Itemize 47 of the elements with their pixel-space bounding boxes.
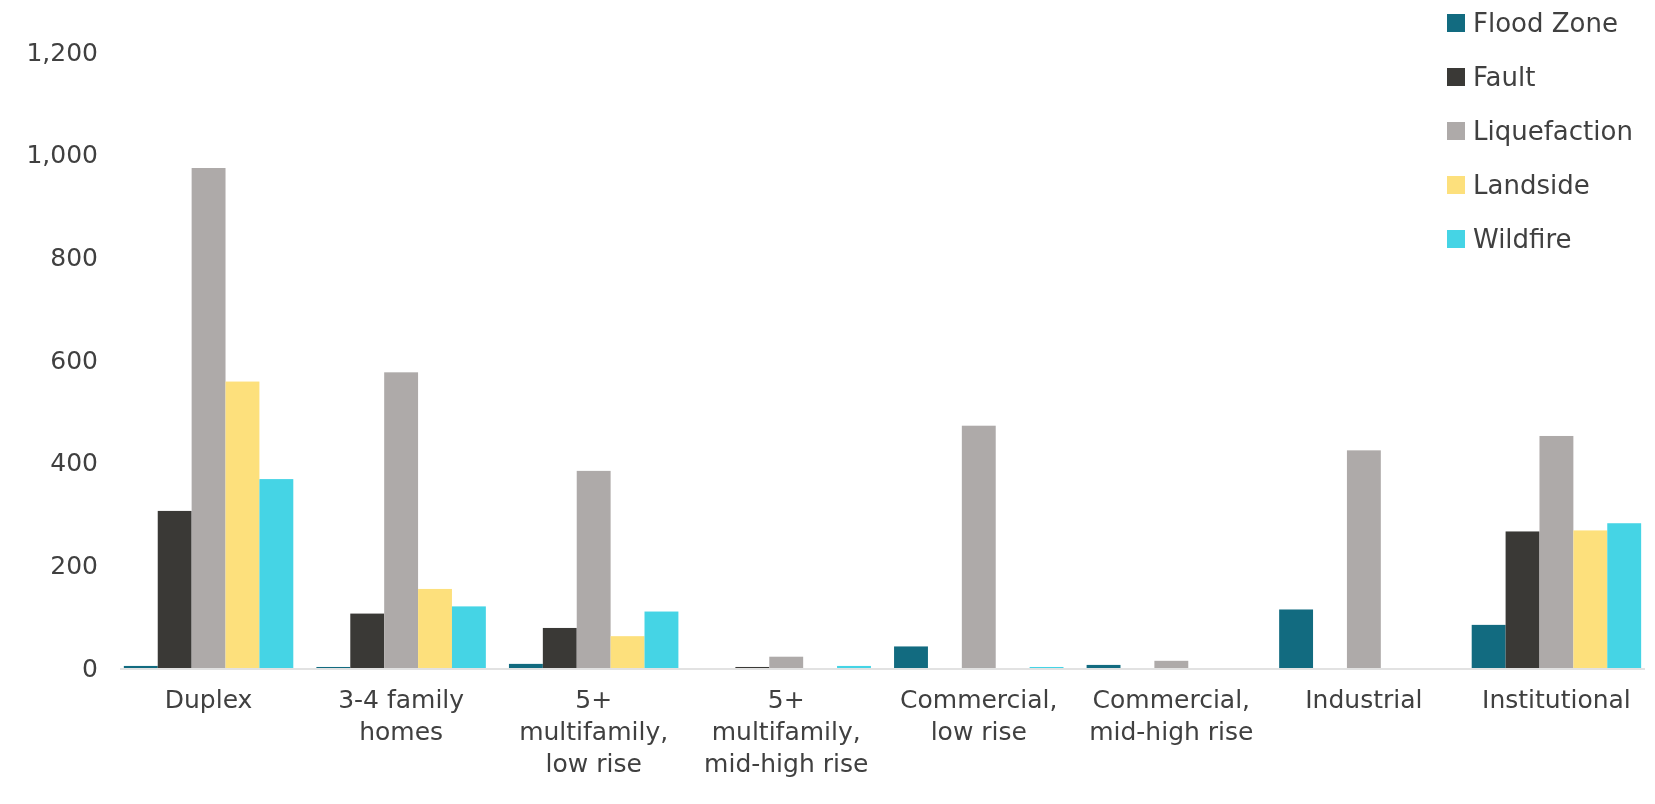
legend-label: Fault: [1473, 62, 1536, 93]
y-tick-label: 1,000: [26, 140, 98, 170]
bar: [576, 470, 611, 668]
x-tick-label: Institutional: [1482, 685, 1631, 714]
y-tick-label: 0: [82, 653, 98, 683]
bar: [961, 425, 996, 668]
bar: [1154, 660, 1189, 668]
bar: [644, 611, 679, 668]
bar: [610, 636, 645, 668]
bar: [837, 665, 871, 668]
x-tick-label: 5+ multifamily, low rise: [519, 685, 669, 778]
y-tick-label: 800: [50, 243, 98, 273]
x-tick-label: Duplex: [164, 685, 253, 714]
bar: [384, 372, 419, 668]
legend-label: Liquefaction: [1473, 116, 1633, 147]
bar: [123, 665, 158, 668]
y-tick-label: 200: [50, 551, 98, 581]
bar: [451, 606, 486, 668]
y-tick-label: 600: [50, 345, 98, 375]
legend-label: Landside: [1473, 170, 1590, 201]
x-tick-label: 3-4 family homes: [338, 685, 465, 746]
x-tick-label: Industrial: [1305, 685, 1423, 714]
bar: [1471, 624, 1506, 668]
bar: [350, 613, 385, 668]
bar: [418, 588, 452, 668]
bar: [1505, 531, 1540, 668]
bar: [259, 479, 294, 668]
bar: [191, 168, 226, 668]
bar: [1346, 450, 1381, 668]
bar: [508, 663, 543, 668]
bar: [157, 510, 192, 668]
x-tick-label: 5+ multifamily, mid-high rise: [704, 685, 869, 778]
bar: [1573, 530, 1608, 668]
bar: [894, 646, 928, 668]
bar: [1539, 435, 1574, 668]
bar: [1086, 664, 1121, 668]
y-tick-label: 400: [50, 448, 98, 478]
x-tick-label: Commercial, low rise: [900, 685, 1058, 746]
legend-label: Flood Zone: [1473, 8, 1618, 39]
legend-label: Wildfire: [1473, 224, 1572, 255]
bar: [1607, 523, 1642, 668]
bar: [769, 656, 804, 668]
y-tick-label: 1,200: [26, 37, 98, 67]
x-tick-label: Commercial, mid-high rise: [1089, 685, 1254, 746]
bar: [225, 381, 260, 668]
bar: [1279, 609, 1314, 668]
bar: [542, 627, 577, 668]
